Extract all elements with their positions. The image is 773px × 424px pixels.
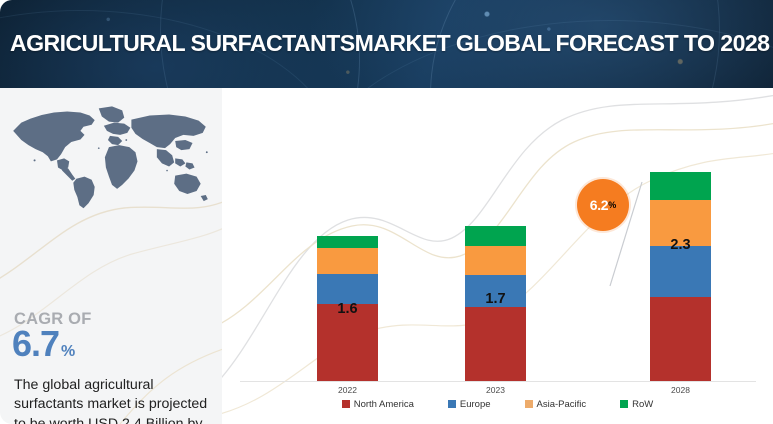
bar-segment-north-america [650,297,711,381]
bar-segment-asia-pacific [317,247,378,274]
cagr-number: 6.7 [12,323,60,364]
bar-total-2022: 1.6 [337,301,358,317]
legend-item-row[interactable]: RoW [620,399,653,410]
bar-2023[interactable] [465,226,526,381]
legend-swatch-europe [447,400,456,408]
cagr-value: 6.7 % [12,326,75,362]
cagr-callout-bubble[interactable]: 6.2 % [577,179,629,231]
legend-item-north-america[interactable]: North America [341,398,414,410]
legend-item-europe[interactable]: Europe [447,398,491,410]
bar-segment-row [465,226,526,246]
chart-legend: North America Europe Asia-Pacific RoW [222,394,773,414]
legend-label-row: RoW [632,398,654,410]
bar-segment-europe [317,274,378,304]
title-bar: AGRICULTURAL SURFACTANTSMARKET GLOBAL FO… [0,0,773,88]
x-tick-2023: 2023 [486,385,505,395]
bar-total-2023: 1.7 [485,291,506,307]
cagr-label: CAGR OF [14,310,92,328]
market-description: The global agricultural surfactants mark… [14,377,208,424]
bar-segment-north-america [465,307,526,381]
x-tick-2028: 2028 [671,385,690,395]
bar-segment-row [650,172,711,200]
plot-area: 1.6 2022 1.7 2023 2.3 2028 6.2 [222,88,773,424]
x-tick-2022: 2022 [338,385,357,395]
cagr-callout-percent: % [608,200,617,210]
legend-swatch-row [620,400,629,408]
bar-segment-europe [465,275,526,307]
bar-segment-asia-pacific [650,200,711,246]
bar-segment-row [317,236,378,248]
chart-panel: 1.6 2022 1.7 2023 2.3 2028 6.2 [222,88,773,424]
bar-2022[interactable] [317,236,378,381]
cagr-callout-value: 6.2 [589,197,609,213]
legend-item-asia-pacific[interactable]: Asia-Pacific [524,398,587,410]
bar-2028[interactable] [650,172,711,381]
page-title: AGRICULTURAL SURFACTANTSMARKET GLOBAL FO… [10,30,773,56]
bar-segment-europe [650,246,711,297]
sidebar-info-card: CAGR OF 6.7 % The global agricultural su… [0,88,222,424]
legend-label-asia-pacific: Asia-Pacific [536,398,587,410]
legend-label-europe: Europe [459,398,491,410]
world-map-icon [4,98,218,210]
x-axis-line [240,381,756,382]
legend-swatch-asia-pacific [524,400,533,408]
bar-total-2028: 2.3 [670,237,691,253]
legend-swatch-north-america [341,400,350,408]
legend-label-north-america: North America [353,398,414,410]
bar-segment-asia-pacific [465,246,526,275]
cagr-percent-symbol: % [61,343,76,360]
bar-segment-north-america [317,304,378,381]
